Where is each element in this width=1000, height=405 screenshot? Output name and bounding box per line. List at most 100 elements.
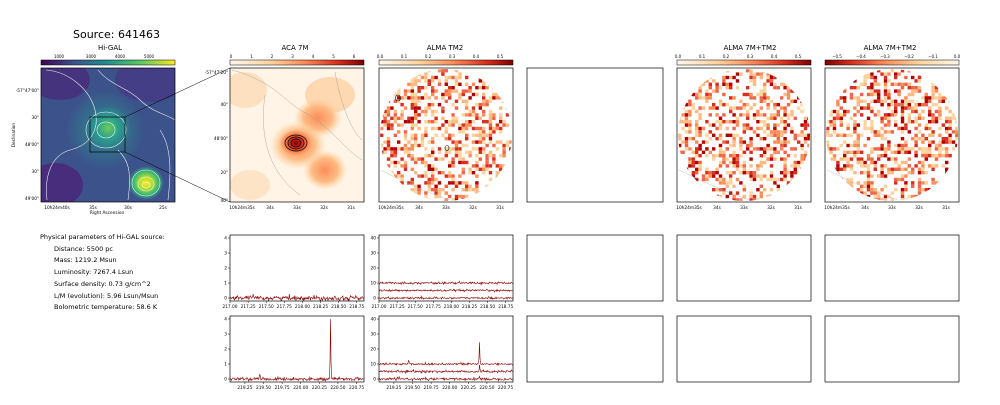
noise-cell <box>759 120 763 124</box>
noise-cell <box>766 103 770 107</box>
noise-cell <box>860 92 864 97</box>
noise-cell <box>465 120 469 124</box>
almatm2-cbar-tick: 0.2 <box>425 54 432 59</box>
noise-cell <box>431 150 435 154</box>
noise-cell <box>383 147 387 151</box>
noise-cell <box>894 103 898 107</box>
noise-cell <box>786 154 791 158</box>
higal-xlabel: Right Ascension <box>90 210 125 216</box>
noise-cell <box>681 120 685 124</box>
noise-cell <box>454 194 459 199</box>
noise-cell <box>873 191 877 195</box>
noise-cell <box>465 133 469 137</box>
noise-cell <box>732 120 736 124</box>
noise-cell <box>928 140 932 144</box>
noise-cell <box>783 123 787 127</box>
noise-cell <box>832 116 837 120</box>
noise-cell <box>431 86 435 90</box>
spectrum-chart: 217.00 217.25 217.50 217.75 218.00 218.25 218.… <box>371 234 514 310</box>
noise-cell <box>427 188 431 192</box>
noise-cell <box>410 177 414 182</box>
noise-cell <box>739 113 743 117</box>
noise-cell <box>863 106 867 110</box>
noise-cell <box>773 181 777 185</box>
noise-cell <box>863 82 867 86</box>
noise-cell <box>407 96 411 100</box>
noise-cell <box>752 75 757 80</box>
noise-cell <box>883 130 888 134</box>
noise-cell <box>725 126 729 131</box>
noise-cell <box>485 120 489 124</box>
noise-cell <box>839 120 843 124</box>
noise-cell <box>793 171 797 175</box>
noise-cell <box>883 99 888 103</box>
noise-cell <box>877 92 881 97</box>
noise-cell <box>431 103 435 107</box>
noise-cell <box>454 140 459 144</box>
noise-cell <box>894 143 898 148</box>
noise-cell <box>451 120 455 124</box>
noise-cell <box>856 157 860 161</box>
noise-cell <box>712 133 716 137</box>
noise-cell <box>746 92 750 97</box>
noise-cell <box>397 147 401 151</box>
aca7m-cbar-tick: 6 <box>353 54 356 59</box>
noise-cell <box>870 82 874 86</box>
almatm2-colorbar <box>378 59 514 66</box>
spectrum-x-tick: 218.75 <box>349 304 364 310</box>
noise-cell <box>860 150 864 154</box>
noise-cell <box>705 171 709 175</box>
noise-cell <box>900 69 905 73</box>
noise-cell <box>400 113 404 117</box>
noise-cell <box>434 167 438 171</box>
higal-zoom-box <box>89 116 126 153</box>
noise-cell <box>780 120 784 124</box>
noise-cell <box>900 82 905 86</box>
noise-cell <box>900 103 905 107</box>
noise-cell <box>448 174 452 178</box>
noise-cell <box>931 89 935 93</box>
noise-cell <box>769 157 774 161</box>
noise-cell <box>735 157 740 161</box>
noise-cell <box>698 113 702 117</box>
noise-cell <box>900 137 905 141</box>
noise-cell <box>454 143 459 148</box>
noise-cell <box>945 150 949 154</box>
noise-cell <box>461 130 465 134</box>
noise-cell <box>400 103 404 107</box>
alma7mtm2-b-cbar-tick: −0.2 <box>904 54 914 59</box>
noise-cell <box>499 167 503 171</box>
noise-cell <box>759 137 763 141</box>
noise-cell <box>441 109 445 114</box>
noise-cell <box>698 133 702 137</box>
noise-cell <box>739 198 743 201</box>
noise-cell <box>478 150 482 154</box>
noise-cell <box>505 143 510 148</box>
noise-cell <box>407 140 411 144</box>
noise-cell <box>900 120 905 124</box>
noise-cell <box>917 167 922 171</box>
noise-cell <box>800 147 804 151</box>
noise-cell <box>417 184 421 188</box>
noise-cell <box>482 147 486 151</box>
noise-cell <box>739 106 743 110</box>
noise-cell <box>907 99 911 103</box>
noise-cell <box>397 96 401 100</box>
noise-cell <box>783 120 787 124</box>
noise-cell <box>832 120 837 124</box>
noise-cell <box>836 133 840 137</box>
noise-cell <box>846 133 850 137</box>
noise-cell <box>465 143 469 148</box>
noise-cell <box>410 106 414 110</box>
noise-cell <box>776 188 780 192</box>
noise-cell <box>475 147 479 151</box>
noise-cell <box>907 164 911 168</box>
noise-cell <box>880 120 884 124</box>
noise-cell <box>900 167 905 171</box>
noise-cell <box>928 109 932 114</box>
spectrum-y-tick: 2 <box>224 347 227 353</box>
zoom-connector-bottom <box>124 151 231 203</box>
noise-cell <box>698 167 702 171</box>
noise-cell <box>773 140 777 144</box>
noise-cell <box>400 147 404 151</box>
